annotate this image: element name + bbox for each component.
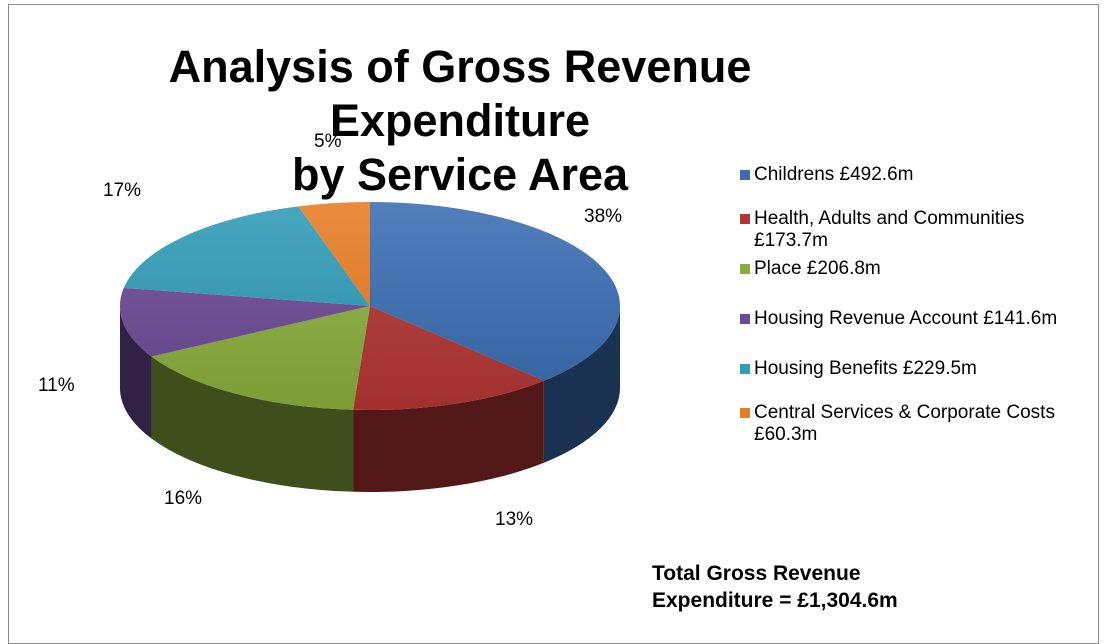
pie-top-shading (120, 202, 620, 410)
legend-swatch-housing-revenue-account (740, 314, 750, 324)
legend-label-childrens: Childrens £492.6m (754, 164, 914, 185)
chart-title-line-2: by Service Area (291, 149, 629, 200)
total-line-1: Total Gross Revenue (652, 562, 861, 585)
pie-side-health-adults-and-communities (353, 380, 544, 492)
pie-label-central-services-corporate-costs: 5% (314, 131, 342, 152)
chart-title: Analysis of Gross Revenue Expenditure by… (120, 40, 800, 202)
pie-side-childrens (543, 306, 620, 463)
pie-label-place: 16% (164, 488, 202, 509)
pie-label-childrens: 38% (584, 206, 622, 227)
pie-label-health-adults-and-communities: 13% (495, 509, 533, 530)
pie-label-housing-revenue-account: 11% (38, 375, 75, 396)
legend-item-place: Place £206.8m (740, 258, 1080, 280)
pie-chart: 38% 13% 16% 11% 17% 5% (38, 131, 622, 530)
legend-swatch-place (740, 264, 750, 274)
legend-item-housing-revenue-account: Housing Revenue Account £141.6m (740, 308, 1070, 330)
legend-item-central-services: Central Services & Corporate Costs £60.3… (740, 402, 1070, 446)
legend-item-health-adults-communities: Health, Adults and Communities £173.7m (740, 208, 1080, 252)
legend-label-housing-revenue-account: Housing Revenue Account £141.6m (754, 308, 1058, 329)
legend-item-childrens: Childrens £492.6m (740, 164, 1080, 186)
legend-label-place: Place £206.8m (754, 258, 881, 279)
legend-label-central-services: Central Services & Corporate Costs £60.3… (754, 402, 1055, 445)
legend-swatch-childrens (740, 170, 750, 180)
chart-title-line-1: Analysis of Gross Revenue Expenditure (168, 41, 752, 146)
legend-item-housing-benefits: Housing Benefits £229.5m (740, 358, 1080, 380)
pie-side-place (151, 356, 354, 492)
legend-swatch-health-adults-communities (740, 214, 750, 224)
legend-swatch-central-services (740, 408, 750, 418)
pie-label-housing-benefits: 17% (103, 180, 141, 201)
pie-side-housing-revenue-account (120, 306, 152, 439)
legend-label-health-adults-communities: Health, Adults and Communities £173.7m (754, 208, 1025, 251)
total-line-2: Expenditure = £1,304.6m (652, 589, 898, 612)
legend-label-housing-benefits: Housing Benefits £229.5m (754, 358, 977, 379)
total-expenditure-annotation: Total Gross Revenue Expenditure = £1,304… (652, 560, 898, 614)
legend-swatch-housing-benefits (740, 364, 750, 374)
